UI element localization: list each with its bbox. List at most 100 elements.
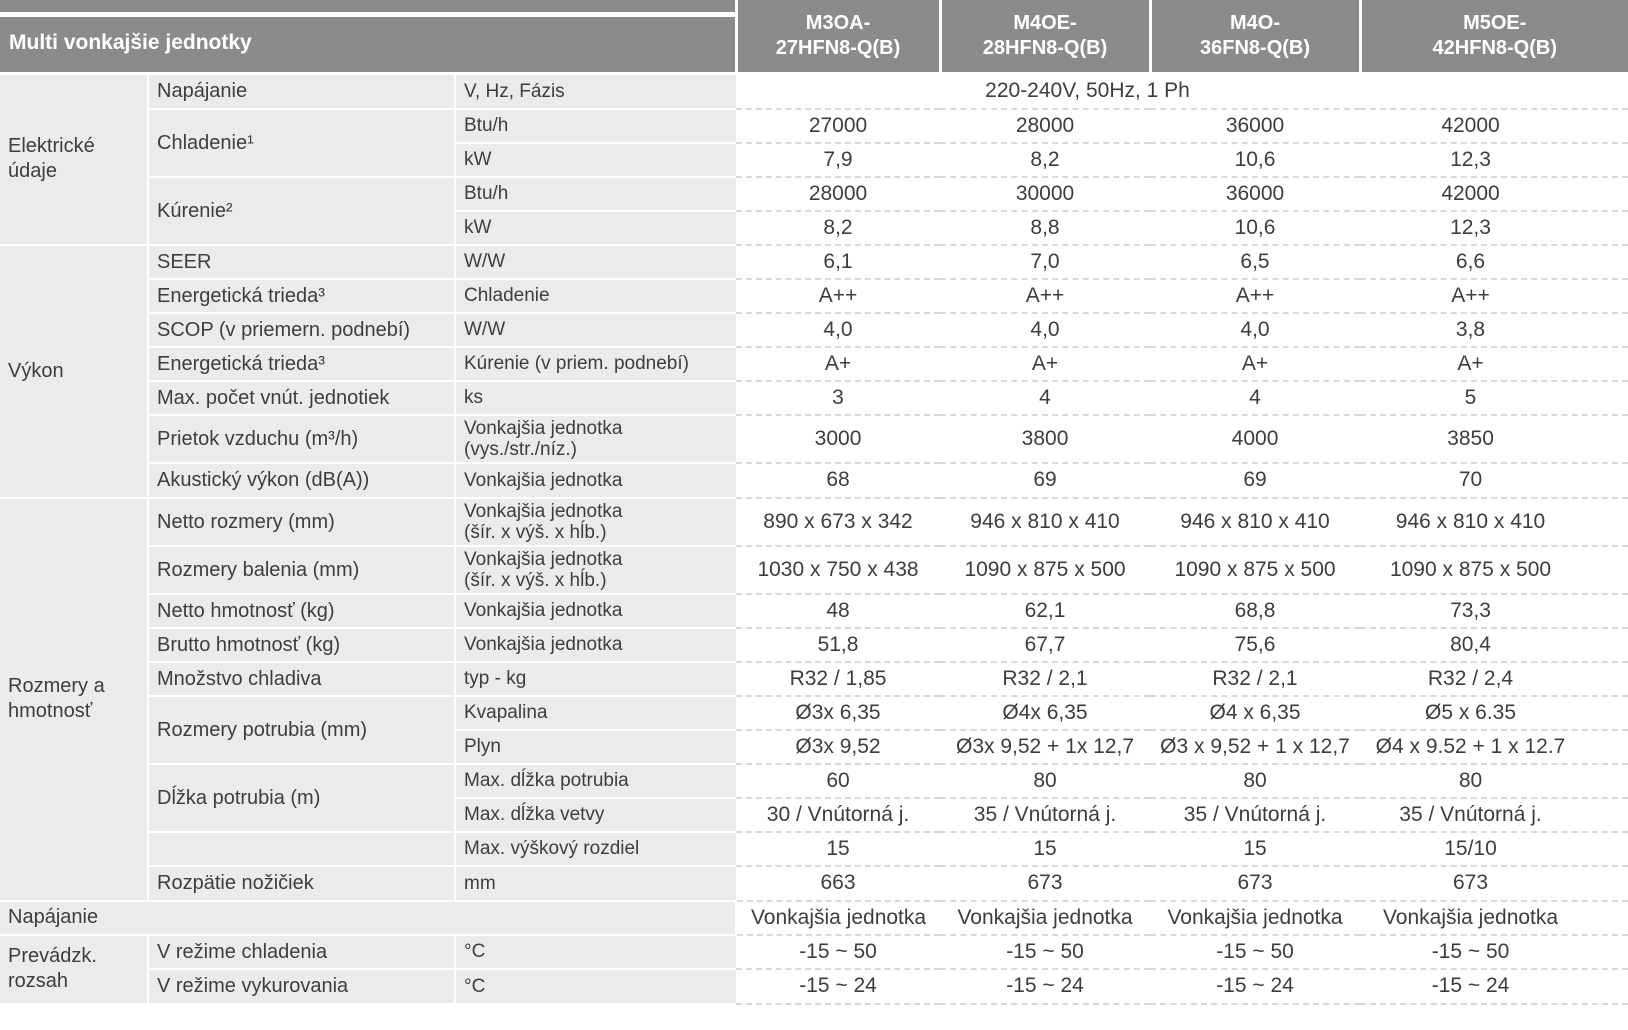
spec-value-cell: 80 xyxy=(1150,763,1361,799)
spec-value-cell: -15 ~ 50 xyxy=(940,934,1151,970)
row-label-cell: V režime vykurovania xyxy=(148,968,456,1005)
spec-value-cell: 62,1 xyxy=(940,593,1151,629)
header-row: Multi vonkajšie jednotky M3OA- 27HFN8-Q(… xyxy=(0,0,1628,75)
spec-value-cell: 30 / Vnútorná j. xyxy=(736,797,941,833)
spec-value-cell: Ø4x 6,35 xyxy=(940,695,1151,731)
spec-value-cell: 3,8 xyxy=(1360,312,1628,348)
spec-value-cell: A++ xyxy=(1150,278,1361,314)
row-label-cell: Rozmery balenia (mm) xyxy=(148,545,456,595)
row-sublabel-cell: ks xyxy=(455,380,737,416)
spec-value-cell: 48 xyxy=(736,593,941,629)
spec-value-cell: Ø3 x 9,52 + 1 x 12,7 xyxy=(1150,729,1361,765)
table-row: kW 8,2 8,8 10,6 12,3 xyxy=(0,210,1628,246)
spec-value-cell: Vonkajšia jednotka xyxy=(940,900,1151,936)
spec-value-cell: 8,2 xyxy=(940,142,1151,178)
spec-value-cell: R32 / 1,85 xyxy=(736,661,941,697)
group-label-cell: Výkon xyxy=(0,244,149,499)
row-label-cell: Dĺžka potrubia (m) xyxy=(148,763,456,833)
table-row: kW 7,9 8,2 10,6 12,3 xyxy=(0,142,1628,178)
row-sublabel-cell: Btu/h xyxy=(455,108,737,144)
row-sublabel-cell: kW xyxy=(455,210,737,246)
table-row: Energetická trieda³ Chladenie A++ A++ A++ A++ xyxy=(0,278,1628,314)
spec-value-cell: 4 xyxy=(940,380,1151,416)
spec-value-cell: 7,9 xyxy=(736,142,941,178)
row-sublabel-cell: typ - kg xyxy=(455,661,737,697)
spec-value-cell: -15 ~ 24 xyxy=(1150,968,1361,1005)
spec-value-cell: 15 xyxy=(1150,831,1361,867)
spec-value-cell: 1090 x 875 x 500 xyxy=(940,545,1151,595)
row-sublabel-cell: Vonkajšia jednotka xyxy=(455,462,737,499)
table-row: SCOP (v priemern. podnebí) W/W 4,0 4,0 4,0 3,… xyxy=(0,312,1628,348)
table-row: Kúrenie² Btu/h 28000 30000 36000 42000 xyxy=(0,176,1628,246)
spec-value-cell: A+ xyxy=(940,346,1151,382)
row-label-cell: Max. počet vnút. jednotiek xyxy=(148,380,456,416)
spec-value-cell: 36000 xyxy=(1150,108,1361,144)
row-sublabel-cell: Vonkajšia jednotka xyxy=(455,593,737,629)
row-sublabel-cell: Kvapalina xyxy=(455,695,737,731)
model-name-line: M4OE- xyxy=(1013,12,1077,34)
spec-value-cell: 35 / Vnútorná j. xyxy=(1360,797,1628,833)
spec-value-cell: 10,6 xyxy=(1150,142,1361,178)
row-label-cell: Brutto hmotnosť (kg) xyxy=(148,627,456,663)
spec-value-cell: 6,5 xyxy=(1150,244,1361,280)
spec-value-cell: 946 x 810 x 410 xyxy=(940,497,1151,547)
row-sublabel-cell: °C xyxy=(455,934,737,970)
row-label-cell: SEER xyxy=(148,244,456,280)
row-sublabel-cell: Vonkajšia jednotka (šír. x výš. x hĺb.) xyxy=(455,497,737,547)
row-sublabel-cell: °C xyxy=(455,968,737,1005)
spec-value-cell: 1090 x 875 x 500 xyxy=(1360,545,1628,595)
table-row: Napájanie Vonkajšia jednotka Vonkajšia jed… xyxy=(0,900,1628,936)
spec-value-cell: Vonkajšia jednotka xyxy=(1360,900,1628,936)
spec-value-cell: 6,6 xyxy=(1360,244,1628,280)
row-sublabel-cell: Max. výškový rozdiel xyxy=(455,831,737,867)
spec-value-cell: 663 xyxy=(736,865,941,902)
row-sublabel-cell: V, Hz, Fázis xyxy=(455,73,737,110)
model-name-line: 36FN8-Q(B) xyxy=(1200,37,1311,59)
spec-value-cell: 68,8 xyxy=(1150,593,1361,629)
row-sublabel-cell: Vonkajšia jednotka xyxy=(455,627,737,663)
spec-value-cell: Ø4 x 6,35 xyxy=(1150,695,1361,731)
spec-value-cell: 15 xyxy=(736,831,941,867)
spec-value-cell: 80,4 xyxy=(1360,627,1628,663)
table-row: Plyn Ø3x 9,52 Ø3x 9,52 + 1x 12,7 Ø3 x 9,52 … xyxy=(0,729,1628,765)
table-row: Rozmery potrubia (mm) Kvapalina Ø3x 6,35 Ø4… xyxy=(0,695,1628,765)
spec-value-cell: 70 xyxy=(1360,462,1628,499)
model-name-line: M4O- xyxy=(1230,12,1281,34)
spec-value-cell: 12,3 xyxy=(1360,210,1628,246)
spec-value-cell: 890 x 673 x 342 xyxy=(736,497,941,547)
table-row: Akustický výkon (dB(A)) Vonkajšia jednotk… xyxy=(0,462,1628,499)
row-label-cell: Napájanie xyxy=(148,73,456,110)
table-row: Dĺžka potrubia (m) Max. dĺžka potrubia 60 8… xyxy=(0,763,1628,833)
spec-value-cell: 68 xyxy=(736,462,941,499)
model-column-header-1: M3OA- 27HFN8-Q(B) xyxy=(734,0,941,75)
spec-value-cell: 69 xyxy=(940,462,1151,499)
row-sublabel-cell: Btu/h xyxy=(455,176,737,212)
row-label-cell: Rozpätie nožičiek xyxy=(148,865,456,902)
spec-value-cell: 30000 xyxy=(940,176,1151,212)
spec-value-cell: Vonkajšia jednotka xyxy=(1150,900,1361,936)
row-sublabel-cell: W/W xyxy=(455,312,737,348)
spec-value-cell: -15 ~ 50 xyxy=(736,934,941,970)
row-label-cell: Kúrenie² xyxy=(148,176,456,246)
spec-value-cell: 42000 xyxy=(1360,108,1628,144)
spec-value-cell: 7,0 xyxy=(940,244,1151,280)
row-label-cell: Chladenie¹ xyxy=(148,108,456,178)
group-label-cell: Elektrické údaje xyxy=(0,73,149,246)
spec-value-cell: 946 x 810 x 410 xyxy=(1360,497,1628,547)
table-row: V režime vykurovania °C -15 ~ 24 -15 ~ 24 -1… xyxy=(0,968,1628,1005)
table-row: Prietok vzduchu (m³/h) Vonkajšia jednotka… xyxy=(0,414,1628,464)
row-label-cell: Množstvo chladiva xyxy=(148,661,456,697)
row-sublabel-cell: Chladenie xyxy=(455,278,737,314)
spec-value-span-cell: 220-240V, 50Hz, 1 Ph xyxy=(736,73,1628,110)
table-row: Množstvo chladiva typ - kg R32 / 1,85 R32 /… xyxy=(0,661,1628,697)
spec-value-cell: -15 ~ 50 xyxy=(1150,934,1361,970)
spec-value-cell: 60 xyxy=(736,763,941,799)
spec-value-cell: 35 / Vnútorná j. xyxy=(940,797,1151,833)
spec-value-cell: 67,7 xyxy=(940,627,1151,663)
table-row: Max. dĺžka vetvy 30 / Vnútorná j. 35 / Vnú… xyxy=(0,797,1628,833)
spec-value-cell: A++ xyxy=(1360,278,1628,314)
spec-value-cell: 8,8 xyxy=(940,210,1151,246)
spec-value-cell: 4,0 xyxy=(736,312,941,348)
spec-sheet: Multi vonkajšie jednotky M3OA- 27HFN8-Q(… xyxy=(0,0,1628,1005)
spec-value-cell: 4000 xyxy=(1150,414,1361,464)
